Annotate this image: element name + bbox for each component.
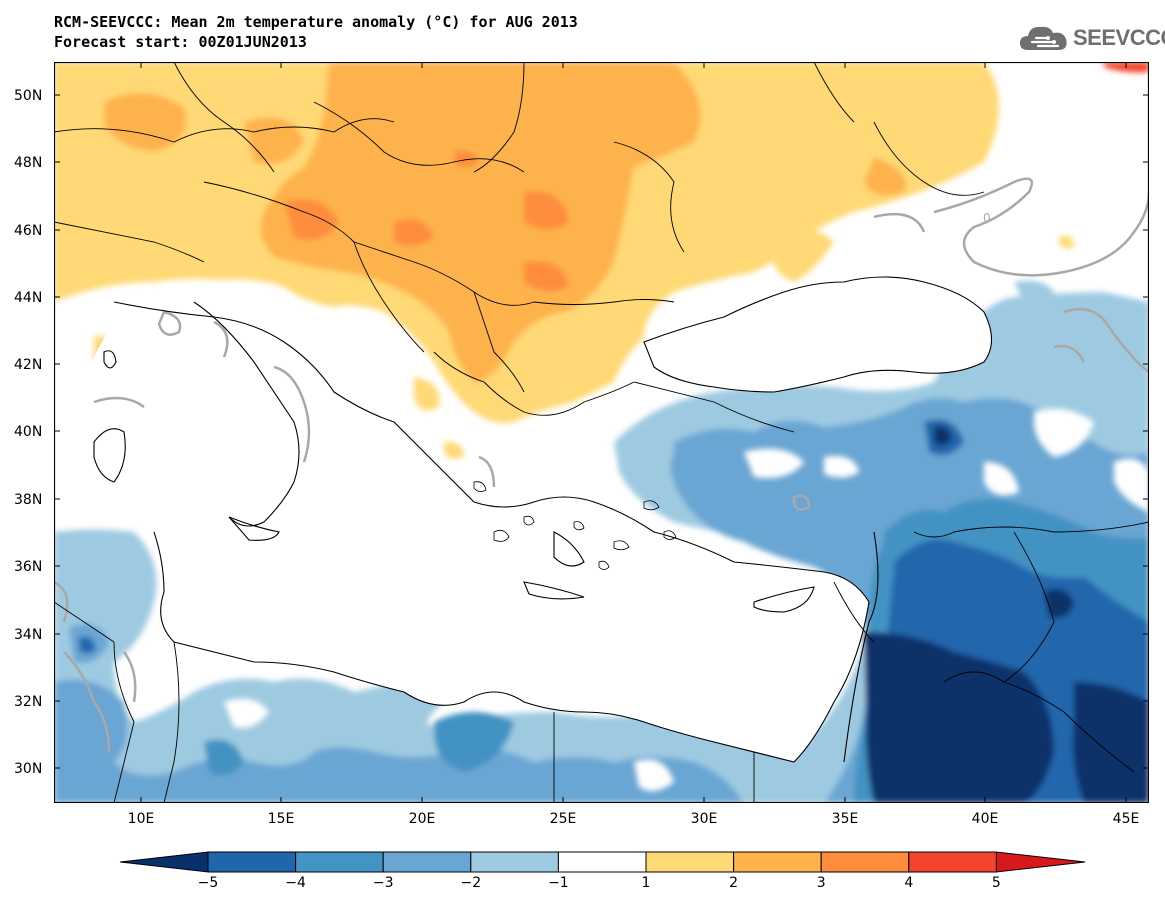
colorbar-segment [295,851,384,873]
colorbar-tick-label: 1 [641,875,651,891]
lat-label-40n: 40N [14,424,43,440]
lat-label-32n: 32N [14,694,43,710]
lat-label-36n: 36N [14,559,43,575]
logo-text: SEEVCCC [1073,25,1165,50]
lat-label-30n: 30N [14,761,43,777]
warm-anomaly-field [54,62,1149,459]
colorbar-tick-label: 3 [816,875,826,891]
colorbar-tick-label: 2 [729,875,739,891]
lat-label-34n: 34N [14,627,43,643]
lon-label-15e: 15E [267,811,295,827]
zero-contours [54,177,1149,753]
colorbar-segment [470,851,559,873]
cloud-icon [1020,26,1067,50]
map-frame [54,62,1149,803]
colorbar-segment [645,851,735,873]
lon-label-30e: 30E [690,811,718,827]
colorbar-segment [820,851,910,873]
title-line-1: RCM-SEEVCCC: Mean 2m temperature anomaly… [54,13,578,31]
lon-label-40e: 40E [971,811,999,827]
colorbar-segment [733,851,822,873]
lat-label-38n: 38N [14,492,43,508]
colorbar-min-extension [120,851,209,873]
mediterranean-sea [79,302,869,762]
colorbar-segment [207,851,297,873]
neutral-patches [224,408,1149,791]
title-line-2: Forecast start: 00Z01JUN2013 [54,33,307,51]
colorbar-segment [557,851,647,873]
lat-label-44n: 44N [14,290,43,306]
lat-label-46n: 46N [14,223,43,239]
colorbar-tick-label: −1 [548,875,569,891]
colorbar-tick-label: −2 [460,875,482,891]
contour-label: 0 [983,211,991,225]
lon-label-45e: 45E [1112,811,1140,827]
colorbar-tick-label: −4 [285,875,306,891]
colorbar-segment [908,851,997,873]
lon-label-10e: 10E [127,811,155,827]
colorbar-max-extension [995,851,1086,873]
greek-islands [473,481,677,570]
anomaly-map: 0 [54,62,1149,803]
lon-label-35e: 35E [831,811,859,827]
tick-marks [54,62,1149,803]
lat-label-42n: 42N [14,357,43,373]
colorbar-tick-label: 5 [991,875,1001,891]
lat-label-48n: 48N [14,155,43,171]
colorbar-tick-label: −5 [197,875,219,891]
black-sea [644,277,992,392]
colorbar-tick-label: −3 [372,875,394,891]
cold-anomaly-field [54,280,1149,803]
colorbar [120,851,1086,873]
colorbar-tick-label: 4 [904,875,914,891]
coastlines [93,276,993,763]
lon-label-20e: 20E [408,811,436,827]
seevccc-logo: SEEVCCC [1018,22,1165,54]
lon-label-25e: 25E [549,811,577,827]
map-title: RCM-SEEVCCC: Mean 2m temperature anomaly… [54,12,578,52]
colorbar-segment [382,851,472,873]
lat-label-50n: 50N [14,88,43,104]
country-borders [54,62,1149,803]
